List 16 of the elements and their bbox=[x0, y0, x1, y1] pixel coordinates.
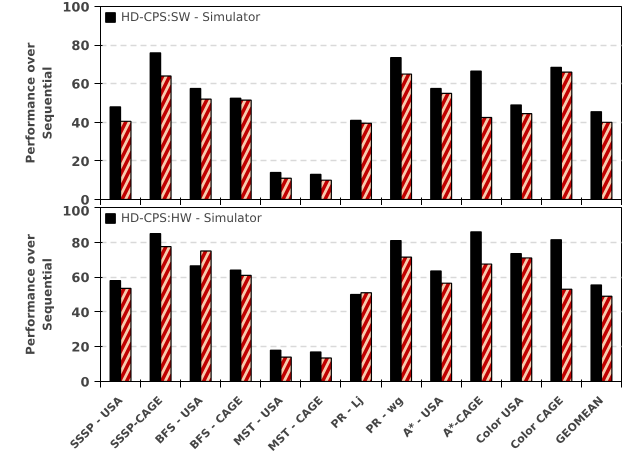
y-axis-title: Performance over Sequential bbox=[24, 234, 54, 355]
y-tick-label: 40 bbox=[71, 116, 90, 132]
y-tick-label: 20 bbox=[71, 340, 90, 356]
y-tick-label: 100 bbox=[62, 0, 90, 16]
x-tick-label: PR - Lj bbox=[328, 394, 366, 432]
legend-label: HD-CPS:HW - Simulator bbox=[121, 211, 262, 225]
legend-label: HD-CPS:SW - Simulator bbox=[121, 10, 260, 24]
y-axis-title: Performance over Sequential bbox=[24, 42, 54, 164]
y-tick-label: 60 bbox=[71, 78, 90, 93]
y-tick-label: 40 bbox=[71, 306, 90, 321]
y-tick-label: 0 bbox=[80, 376, 90, 390]
y-tick-label: 20 bbox=[71, 154, 90, 170]
y-tick-label: 60 bbox=[71, 271, 90, 286]
y-tick-label: 100 bbox=[62, 204, 90, 220]
y-tick-label: 80 bbox=[71, 236, 90, 252]
y-tick-label: 80 bbox=[71, 39, 90, 54]
